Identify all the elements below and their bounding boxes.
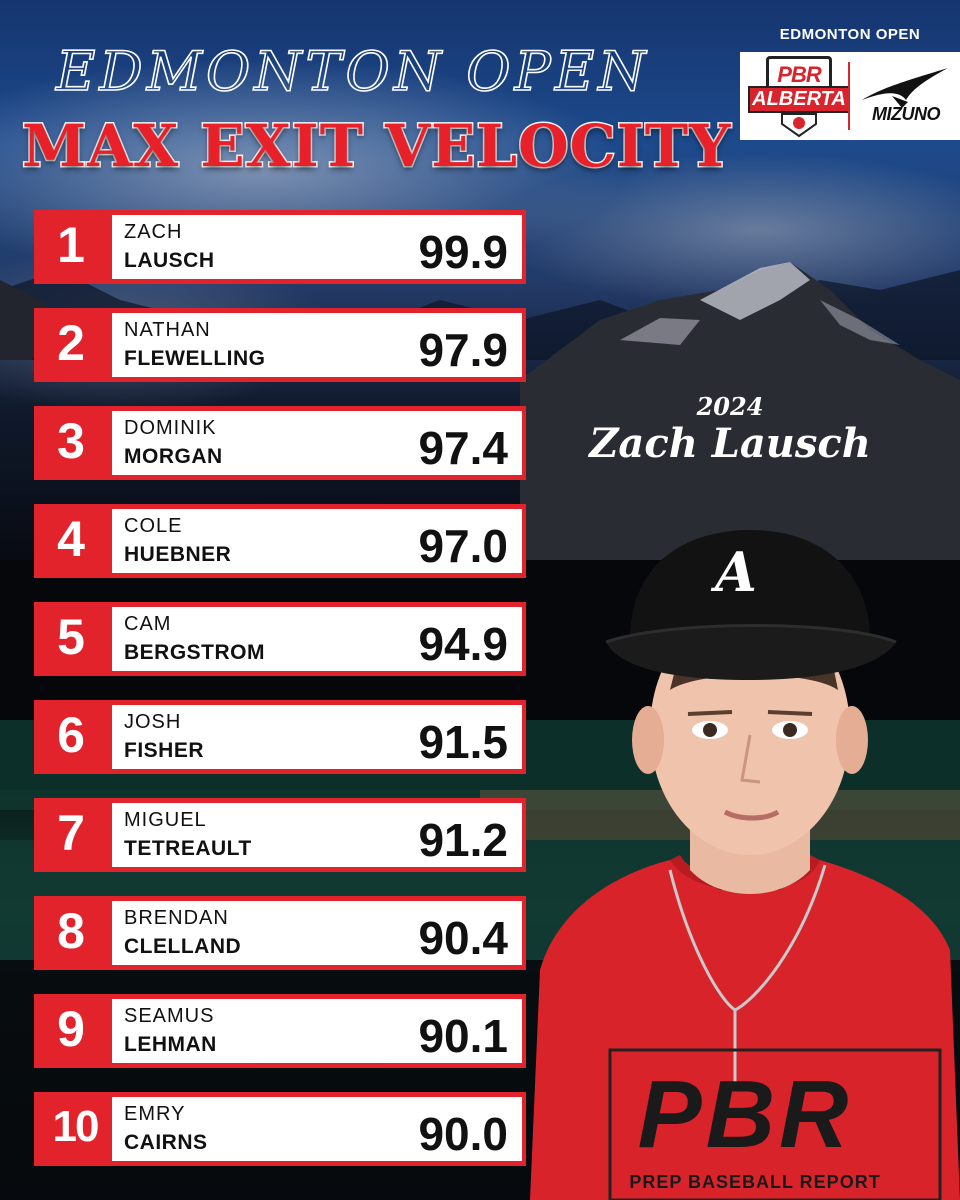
cap-logo: A	[715, 540, 757, 604]
player-first-name: MIGUEL	[124, 809, 207, 831]
exit-velocity-value: 90.1	[418, 1010, 508, 1062]
rank-number: 6	[57, 707, 85, 763]
player-card-inner: CAM BERGSTROM 94.9	[112, 607, 522, 671]
logo-divider	[848, 62, 850, 130]
rank-badge: 8	[34, 896, 108, 970]
exit-velocity-value: 91.5	[418, 716, 508, 768]
rank-badge: 3	[34, 406, 108, 480]
pbr-alberta-logo: PBR ALBERTA	[748, 56, 850, 138]
player-first-name: DOMINIK	[124, 417, 217, 439]
leaderboard-row: 4 COLE HUEBNER 97.0	[34, 504, 526, 578]
player-last-name: HUEBNER	[124, 543, 232, 566]
player-last-name: LEHMAN	[124, 1033, 217, 1056]
exit-velocity-value: 91.2	[418, 814, 508, 866]
sponsor-logos: PBR ALBERTA MIZUNO	[740, 52, 960, 140]
player-card: DOMINIK MORGAN 97.4	[108, 406, 526, 480]
page-title: MAX EXIT VELOCITY	[21, 111, 732, 182]
exit-velocity-value: 97.0	[418, 520, 508, 572]
player-card: ZACH LAUSCH 99.9	[108, 210, 526, 284]
rank-number: 10	[52, 1102, 100, 1151]
leaderboard-row: 2 NATHAN FLEWELLING 97.9	[34, 308, 526, 382]
rank-number: 3	[57, 413, 85, 469]
leaderboard-row: 5 CAM BERGSTROM 94.9	[34, 602, 526, 676]
player-card: SEAMUS LEHMAN 90.1	[108, 994, 526, 1068]
shirt-text: PREP BASEBALL REPORT	[629, 1172, 881, 1192]
leaderboard-row: 7 MIGUEL TETREAULT 91.2	[34, 798, 526, 872]
leaderboard-row: 1 ZACH LAUSCH 99.9	[34, 210, 526, 284]
rank-badge: 10	[34, 1092, 108, 1166]
player-card: BRENDAN CLELLAND 90.4	[108, 896, 526, 970]
player-first-name: SEAMUS	[124, 1005, 215, 1027]
rank-number: 4	[57, 511, 85, 567]
exit-velocity-value: 90.0	[418, 1108, 508, 1160]
player-first-name: BRENDAN	[124, 907, 229, 929]
player-last-name: LAUSCH	[124, 249, 215, 272]
rank-number: 2	[57, 315, 85, 371]
player-card-inner: BRENDAN CLELLAND 90.4	[112, 901, 522, 965]
player-card-inner: SEAMUS LEHMAN 90.1	[112, 999, 522, 1063]
pbr-logo-text: PBR	[777, 62, 821, 87]
player-card-inner: EMRY CAIRNS 90.0	[112, 1097, 522, 1161]
svg-text:EDMONTON OPEN: EDMONTON OPEN	[55, 40, 650, 103]
player-card-inner: JOSH FISHER 91.5	[112, 705, 522, 769]
rank-badge: 6	[34, 700, 108, 774]
player-card: MIGUEL TETREAULT 91.2	[108, 798, 526, 872]
player-card-inner: NATHAN FLEWELLING 97.9	[112, 313, 522, 377]
player-last-name: MORGAN	[124, 445, 223, 468]
player-last-name: CAIRNS	[124, 1131, 208, 1154]
rank-badge: 7	[34, 798, 108, 872]
leaderboard-row: 9 SEAMUS LEHMAN 90.1	[34, 994, 526, 1068]
featured-player-name: Zach Lausch	[589, 420, 871, 467]
player-first-name: NATHAN	[124, 319, 211, 341]
player-first-name: CAM	[124, 613, 172, 635]
player-card: CAM BERGSTROM 94.9	[108, 602, 526, 676]
mizuno-runbird-icon	[862, 68, 948, 108]
home-plate-icon	[781, 113, 817, 138]
rank-number: 1	[57, 217, 85, 273]
shirt-logo: PBR	[637, 1061, 853, 1168]
leaderboard-row: 10 EMRY CAIRNS 90.0	[34, 1092, 526, 1166]
player-card: NATHAN FLEWELLING 97.9	[108, 308, 526, 382]
event-script-title: EDMONTON OPEN	[54, 39, 650, 104]
player-card-inner: COLE HUEBNER 97.0	[112, 509, 522, 573]
exit-velocity-value: 94.9	[418, 618, 508, 670]
rank-badge: 1	[34, 210, 108, 284]
rank-number: 7	[57, 805, 85, 861]
player-last-name: FISHER	[124, 739, 205, 762]
player-first-name: ZACH	[124, 221, 183, 243]
exit-velocity-value: 99.9	[418, 226, 508, 278]
player-card-inner: MIGUEL TETREAULT 91.2	[112, 803, 522, 867]
featured-player-year: 2024	[696, 392, 764, 421]
player-card: JOSH FISHER 91.5	[108, 700, 526, 774]
player-card: EMRY CAIRNS 90.0	[108, 1092, 526, 1166]
player-last-name: BERGSTROM	[124, 641, 265, 664]
rank-badge: 5	[34, 602, 108, 676]
leaderboard-row: 8 BRENDAN CLELLAND 90.4	[34, 896, 526, 970]
exit-velocity-value: 90.4	[418, 912, 508, 964]
leaderboard-row: 6 JOSH FISHER 91.5	[34, 700, 526, 774]
mizuno-logo-text: MIZUNO	[872, 104, 941, 124]
rank-badge: 9	[34, 994, 108, 1068]
rank-badge: 2	[34, 308, 108, 382]
alberta-logo-text: ALBERTA	[748, 86, 850, 113]
player-last-name: CLELLAND	[124, 935, 242, 958]
player-card-inner: ZACH LAUSCH 99.9	[112, 215, 522, 279]
exit-velocity-value: 97.9	[418, 324, 508, 376]
featured-player-photo	[530, 530, 960, 1200]
player-last-name: TETREAULT	[124, 837, 252, 860]
player-last-name: FLEWELLING	[124, 347, 266, 370]
logo-caption: EDMONTON OPEN	[779, 26, 921, 43]
rank-badge: 4	[34, 504, 108, 578]
rank-number: 5	[57, 609, 85, 665]
player-first-name: EMRY	[124, 1103, 186, 1125]
player-first-name: JOSH	[124, 711, 182, 733]
exit-velocity-value: 97.4	[418, 422, 508, 474]
player-card-inner: DOMINIK MORGAN 97.4	[112, 411, 522, 475]
leaderboard-row: 3 DOMINIK MORGAN 97.4	[34, 406, 526, 480]
player-first-name: COLE	[124, 515, 183, 537]
player-card: COLE HUEBNER 97.0	[108, 504, 526, 578]
rank-number: 9	[57, 1001, 85, 1057]
rank-number: 8	[57, 903, 85, 959]
